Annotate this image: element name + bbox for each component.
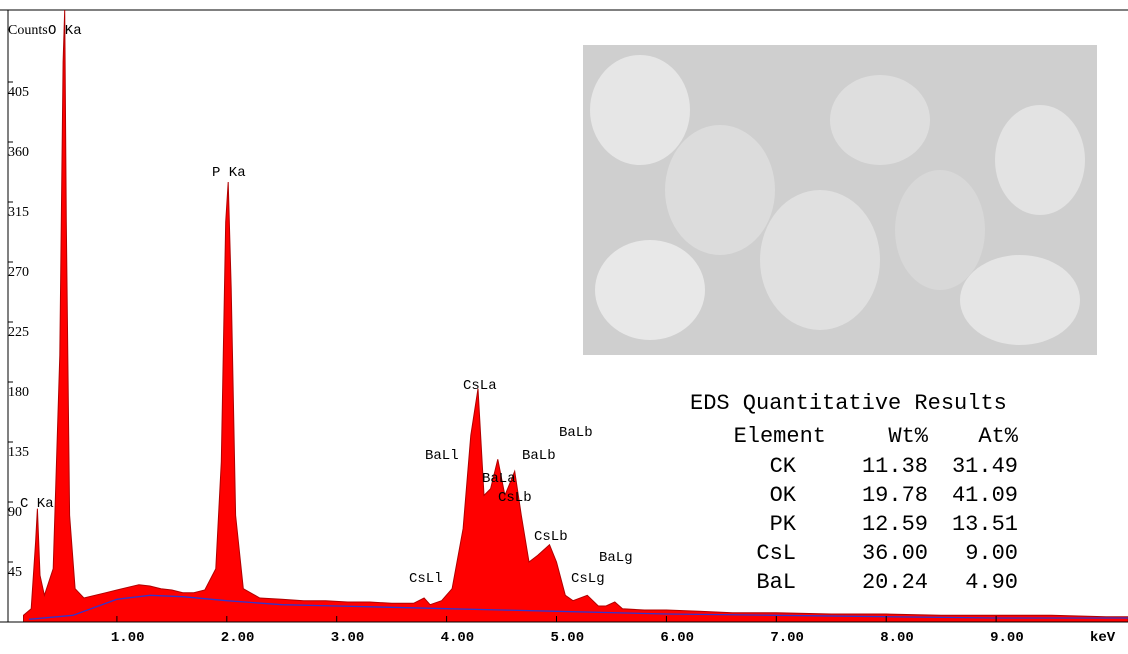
y-tick-label: 270	[8, 265, 29, 280]
peak-label: P Ka	[212, 165, 246, 181]
y-tick-label: 45	[8, 565, 22, 580]
table-header: At%	[978, 424, 1018, 449]
y-tick-label: 360	[8, 145, 29, 160]
x-tick-label: 5.00	[551, 630, 585, 646]
table-header: Element	[734, 424, 826, 449]
table-cell: CK	[770, 454, 797, 479]
x-tick-label: 7.00	[770, 630, 804, 646]
table-cell: 19.78	[862, 483, 928, 508]
x-tick-label: 9.00	[990, 630, 1024, 646]
x-tick-label: 6.00	[660, 630, 694, 646]
table-title: EDS Quantitative Results	[690, 391, 1007, 416]
table-cell: PK	[770, 512, 797, 537]
spectrum-area	[23, 9, 1128, 623]
table-cell: 20.24	[862, 570, 928, 595]
table-cell: CsL	[756, 541, 796, 566]
table-cell: 11.38	[862, 454, 928, 479]
table-cell: 41.09	[952, 483, 1018, 508]
x-tick-label: 4.00	[441, 630, 475, 646]
peak-label: BaLb	[522, 448, 556, 464]
peak-label: BaLg	[599, 550, 633, 566]
y-tick-label: 90	[8, 505, 22, 520]
peak-label: BaLb	[559, 425, 593, 441]
peak-label: CsLb	[534, 529, 568, 545]
peak-label: CsLg	[571, 571, 605, 587]
table-cell: 13.51	[952, 512, 1018, 537]
y-tick-label: 405	[8, 85, 29, 100]
sem-image	[583, 45, 1097, 355]
peak-label: BaLl	[425, 448, 459, 464]
table-header: Wt%	[888, 424, 928, 449]
x-tick-label: 8.00	[880, 630, 914, 646]
table-cell: 12.59	[862, 512, 928, 537]
x-axis-label: keV	[1090, 630, 1116, 646]
table-cell: OK	[770, 483, 797, 508]
peak-label: C Ka	[20, 496, 54, 512]
y-tick-label: 135	[8, 445, 29, 460]
peak-label: CsLl	[409, 571, 443, 587]
table-cell: BaL	[756, 570, 796, 595]
x-tick-label: 3.00	[331, 630, 365, 646]
peak-label: CsLb	[498, 490, 532, 506]
peak-label: BaLa	[482, 471, 516, 487]
peak-label: CsLa	[463, 378, 497, 394]
y-tick-label: 315	[8, 205, 29, 220]
table-cell: 31.49	[952, 454, 1018, 479]
x-tick-label: 2.00	[221, 630, 255, 646]
y-tick-label: 225	[8, 325, 29, 340]
table-cell: 9.00	[965, 541, 1018, 566]
y-axis-label: Counts	[8, 23, 48, 38]
table-cell: 36.00	[862, 541, 928, 566]
table-cell: 4.90	[965, 570, 1018, 595]
background-line	[28, 594, 1128, 620]
y-tick-label: 180	[8, 385, 29, 400]
x-tick-label: 1.00	[111, 630, 145, 646]
peak-label: O Ka	[48, 23, 82, 39]
